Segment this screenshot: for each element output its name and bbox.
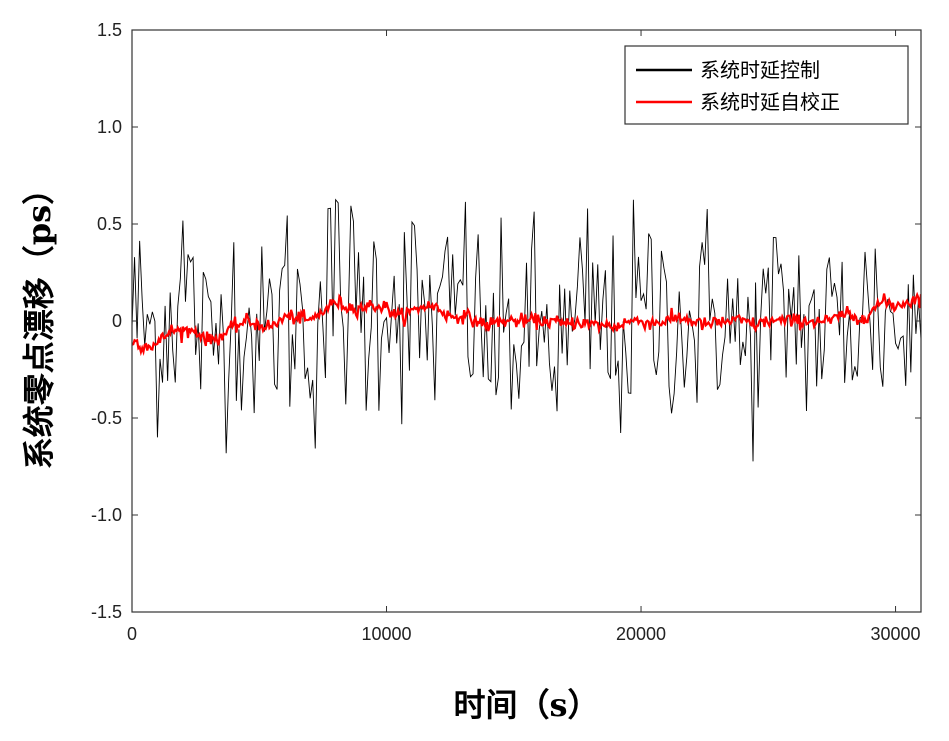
x-axis-label: 时间（s）: [453, 686, 599, 724]
series-selfcorrect-line: [132, 291, 921, 357]
y-tick-label: -1.0: [91, 505, 122, 525]
series-control-line: [132, 198, 921, 462]
legend-label-selfcorrect: 系统时延自校正: [700, 90, 840, 114]
x-tick-label: 0: [127, 624, 137, 644]
x-tick-label: 30000: [871, 624, 921, 644]
y-tick-label: -0.5: [91, 408, 122, 428]
y-axis-label: 系统零点漂移（ps）: [20, 173, 58, 469]
y-tick-label: 0.5: [97, 214, 122, 234]
y-tick-label: 0: [112, 311, 122, 331]
x-axis-ticks: 0 10000 20000 30000: [127, 30, 921, 644]
legend-label-control: 系统时延控制: [700, 58, 820, 82]
legend: 系统时延控制 系统时延自校正: [624, 45, 909, 125]
legend-box: [624, 45, 909, 125]
x-tick-label: 10000: [361, 624, 411, 644]
y-tick-label: 1.0: [97, 117, 122, 137]
plot-area: [132, 198, 921, 462]
x-tick-label: 20000: [616, 624, 666, 644]
plot-frame: [131, 29, 922, 613]
y-tick-label: -1.5: [91, 602, 122, 622]
y-tick-label: 1.5: [97, 20, 122, 40]
y-axis-ticks: -1.5 -1.0 -0.5 0 0.5 1.0 1.5: [91, 20, 921, 622]
